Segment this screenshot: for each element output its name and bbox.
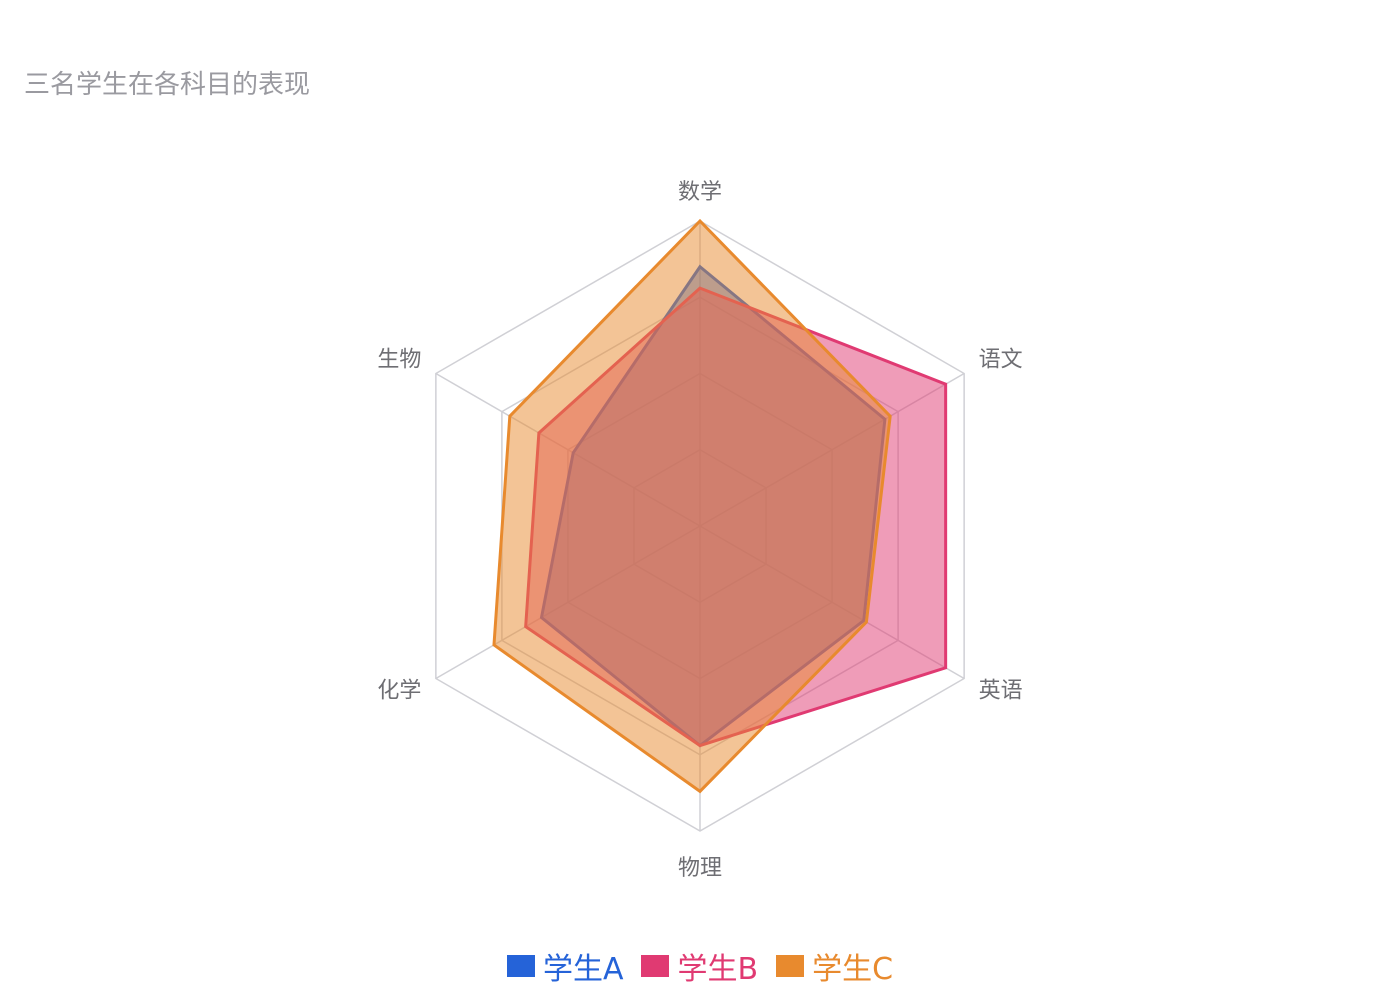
legend-label-3: 学生C — [812, 952, 894, 987]
axis-label-5: 化学 — [377, 679, 421, 704]
chart-legend: 学生A 学生B 学生C — [0, 944, 1400, 988]
axis-label-1: 数学 — [678, 180, 722, 205]
legend-swatch-1 — [506, 955, 535, 977]
chart-title: 三名学生在各科目的表现 — [24, 70, 311, 100]
axis-label-6: 生物 — [377, 348, 421, 373]
legend-item-2[interactable]: 学生B — [641, 944, 758, 988]
axis-label-2: 语文 — [979, 348, 1023, 373]
axis-label-4: 物理 — [678, 856, 722, 881]
legend-swatch-3 — [776, 955, 805, 977]
series-area-3[interactable] — [492, 218, 892, 794]
legend-label-1: 学生A — [542, 952, 624, 987]
axis-label-3: 英语 — [979, 679, 1023, 704]
radar-series — [492, 218, 948, 794]
legend-item-1[interactable]: 学生A — [506, 944, 624, 988]
legend-swatch-2 — [641, 955, 670, 977]
legend-item-3[interactable]: 学生C — [776, 944, 893, 988]
legend-label-2: 学生B — [677, 952, 759, 987]
